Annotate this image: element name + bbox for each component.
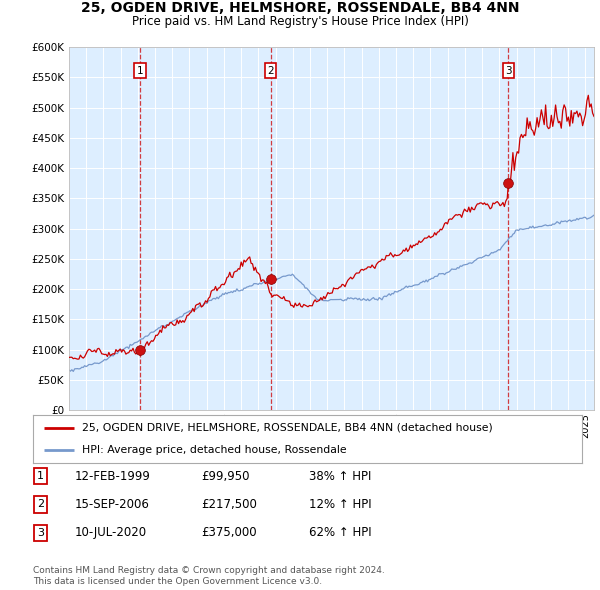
Text: £375,000: £375,000	[201, 526, 257, 539]
Text: £99,950: £99,950	[201, 470, 250, 483]
Text: HPI: Average price, detached house, Rossendale: HPI: Average price, detached house, Ross…	[82, 445, 347, 455]
Text: Price paid vs. HM Land Registry's House Price Index (HPI): Price paid vs. HM Land Registry's House …	[131, 15, 469, 28]
Text: 3: 3	[37, 528, 44, 537]
Text: Contains HM Land Registry data © Crown copyright and database right 2024.: Contains HM Land Registry data © Crown c…	[33, 566, 385, 575]
Text: This data is licensed under the Open Government Licence v3.0.: This data is licensed under the Open Gov…	[33, 577, 322, 586]
Text: 62% ↑ HPI: 62% ↑ HPI	[309, 526, 371, 539]
Text: 2: 2	[267, 66, 274, 76]
Text: 3: 3	[505, 66, 512, 76]
Text: 10-JUL-2020: 10-JUL-2020	[75, 526, 147, 539]
Text: 15-SEP-2006: 15-SEP-2006	[75, 498, 150, 511]
Text: 25, OGDEN DRIVE, HELMSHORE, ROSSENDALE, BB4 4NN: 25, OGDEN DRIVE, HELMSHORE, ROSSENDALE, …	[81, 1, 519, 15]
Text: 12% ↑ HPI: 12% ↑ HPI	[309, 498, 371, 511]
Text: 38% ↑ HPI: 38% ↑ HPI	[309, 470, 371, 483]
Text: 12-FEB-1999: 12-FEB-1999	[75, 470, 151, 483]
Text: 25, OGDEN DRIVE, HELMSHORE, ROSSENDALE, BB4 4NN (detached house): 25, OGDEN DRIVE, HELMSHORE, ROSSENDALE, …	[82, 423, 493, 433]
Text: £217,500: £217,500	[201, 498, 257, 511]
Text: 1: 1	[37, 471, 44, 481]
Text: 2: 2	[37, 500, 44, 509]
Text: 1: 1	[137, 66, 143, 76]
